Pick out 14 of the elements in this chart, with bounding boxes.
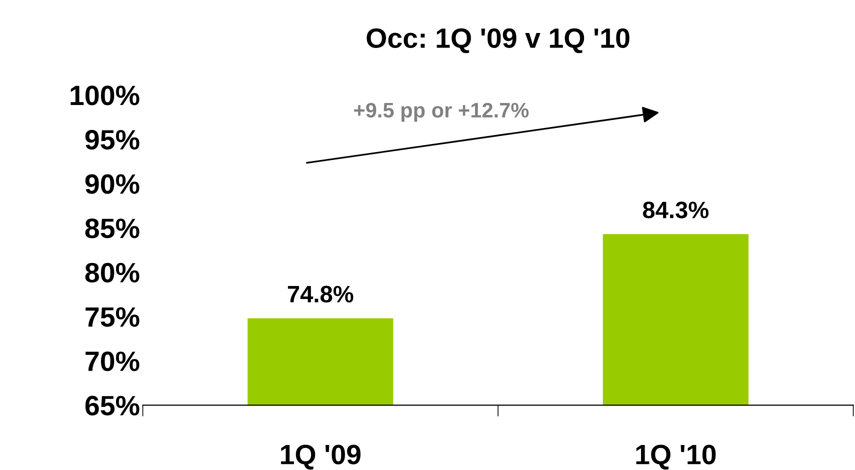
y-tick-label: 75% <box>86 307 140 327</box>
y-tick-label: 95% <box>85 130 140 150</box>
y-tick-label: 70% <box>86 351 140 372</box>
y-tick-label: 85% <box>85 218 140 238</box>
chart-title: Occ: 1Q '09 v 1Q '10 <box>366 28 630 54</box>
y-tick-label: 90% <box>85 174 140 194</box>
y-tick-label: 65% <box>85 396 140 416</box>
data-label: 84.3% <box>642 202 709 218</box>
y-tick-label: 80% <box>85 262 140 283</box>
x-tick-label: 1Q '10 <box>636 444 716 470</box>
data-label: 74.8% <box>288 286 354 303</box>
annotation: +9.5 pp or +12.7% <box>354 102 529 122</box>
y-tick-label: 100% <box>70 86 140 106</box>
x-tick-label: 1Q '09 <box>281 444 361 470</box>
